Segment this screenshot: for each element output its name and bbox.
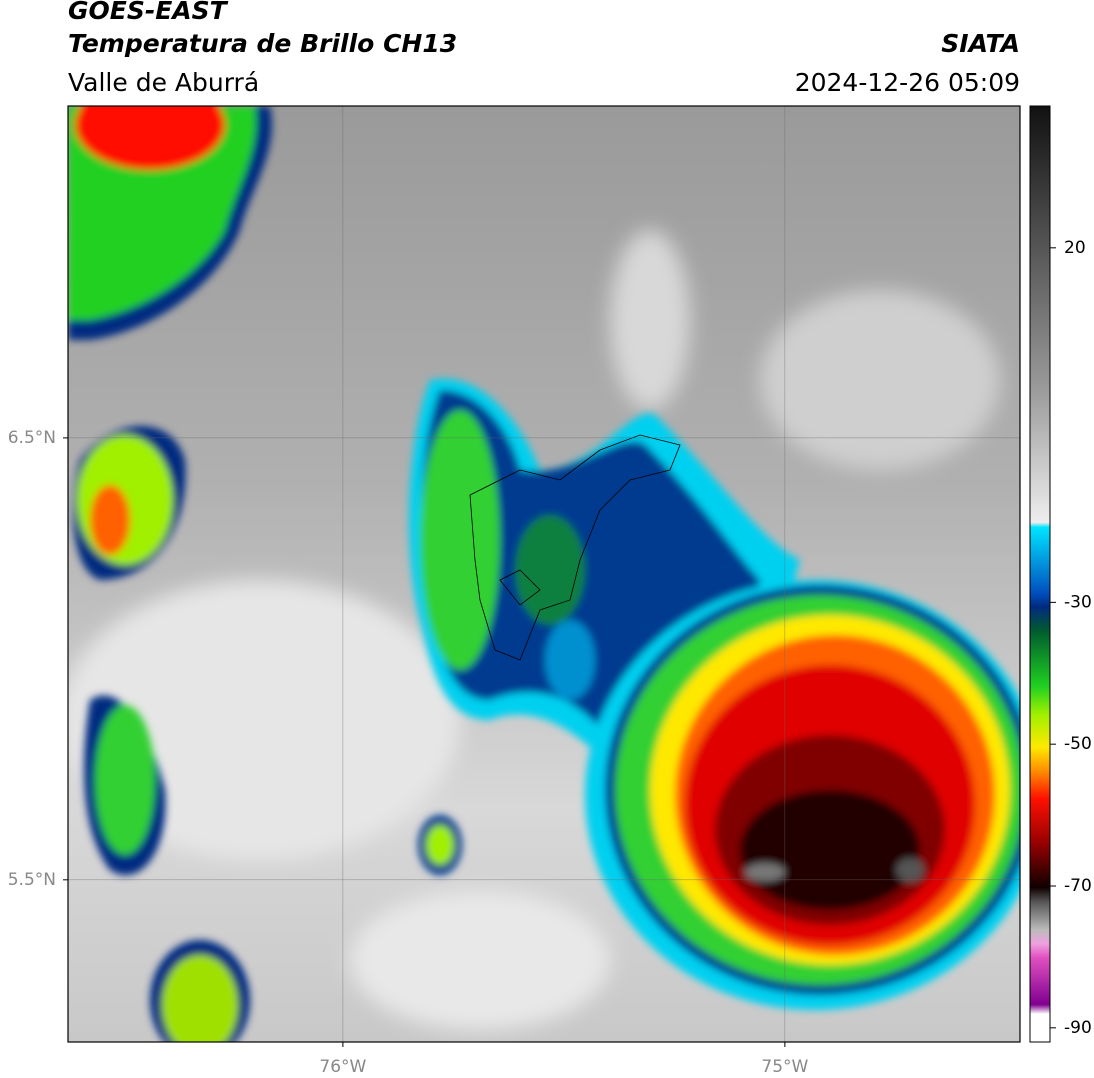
colorbar-label: -50 [1064, 734, 1092, 754]
colorbar-label: -30 [1064, 592, 1092, 612]
region: Valle de Aburrá [68, 68, 259, 97]
subtitle: Temperatura de Brillo CH13 [68, 29, 457, 58]
grid [68, 106, 1020, 1042]
title: GOES-EAST [68, 0, 229, 25]
y-tick-label: 5.5°N [8, 870, 56, 890]
colorbar-label: 20 [1064, 238, 1086, 258]
x-tick-label: 75°W [761, 1057, 808, 1077]
datetime: 2024-12-26 05:09 [795, 68, 1020, 97]
y-tick-label: 6.5°N [8, 428, 56, 448]
x-tick-label: 76°W [319, 1057, 366, 1077]
colorbar [1029, 105, 1051, 1043]
source: SIATA [941, 29, 1020, 58]
municipality-outline [469, 434, 681, 661]
satellite-image [68, 106, 1020, 1042]
map-frame [67, 105, 1021, 1043]
colorbar-label: -90 [1064, 1018, 1092, 1038]
colorbar-label: -70 [1064, 876, 1092, 896]
